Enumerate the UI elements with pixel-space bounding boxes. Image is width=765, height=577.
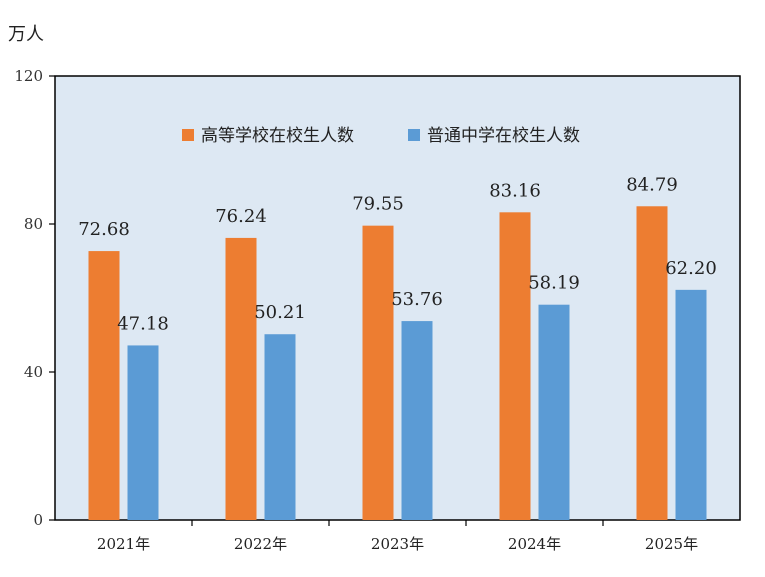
bar-secondary — [264, 334, 296, 520]
bar-secondary — [401, 321, 433, 520]
bar-higher-ed — [225, 237, 257, 521]
legend-swatch-higher-ed — [182, 129, 194, 141]
data-label: 47.18 — [117, 313, 169, 334]
data-label: 79.55 — [352, 194, 404, 215]
bar-secondary — [675, 289, 707, 520]
bar-higher-ed — [88, 251, 120, 521]
bar-higher-ed — [636, 206, 668, 521]
x-category-label: 2022年 — [234, 535, 287, 553]
legend-swatch-secondary — [408, 129, 420, 141]
data-label: 83.16 — [489, 180, 541, 201]
data-label: 50.21 — [254, 302, 306, 323]
data-label: 76.24 — [215, 206, 267, 227]
legend-label-secondary: 普通中学在校生人数 — [427, 126, 580, 146]
data-label: 53.76 — [391, 289, 443, 310]
y-tick-label: 80 — [24, 215, 43, 233]
data-label: 62.20 — [665, 258, 717, 279]
data-label: 58.19 — [528, 273, 580, 294]
y-tick-label: 120 — [14, 67, 43, 85]
x-category-label: 2024年 — [508, 535, 561, 553]
x-category-label: 2021年 — [97, 535, 150, 553]
bar-higher-ed — [362, 225, 394, 521]
legend-label-higher-ed: 高等学校在校生人数 — [201, 126, 354, 146]
y-axis-unit-label: 万人 — [8, 24, 44, 45]
bar-higher-ed — [499, 212, 531, 521]
data-label: 72.68 — [78, 219, 130, 240]
plot-area — [54, 75, 741, 521]
bar-secondary — [538, 304, 570, 520]
x-category-label: 2025年 — [645, 535, 698, 553]
y-tick-label: 0 — [33, 511, 43, 529]
x-category-label: 2023年 — [371, 535, 424, 553]
data-label: 84.79 — [626, 174, 678, 195]
y-tick-label: 40 — [24, 363, 43, 381]
bar-secondary — [127, 345, 159, 520]
